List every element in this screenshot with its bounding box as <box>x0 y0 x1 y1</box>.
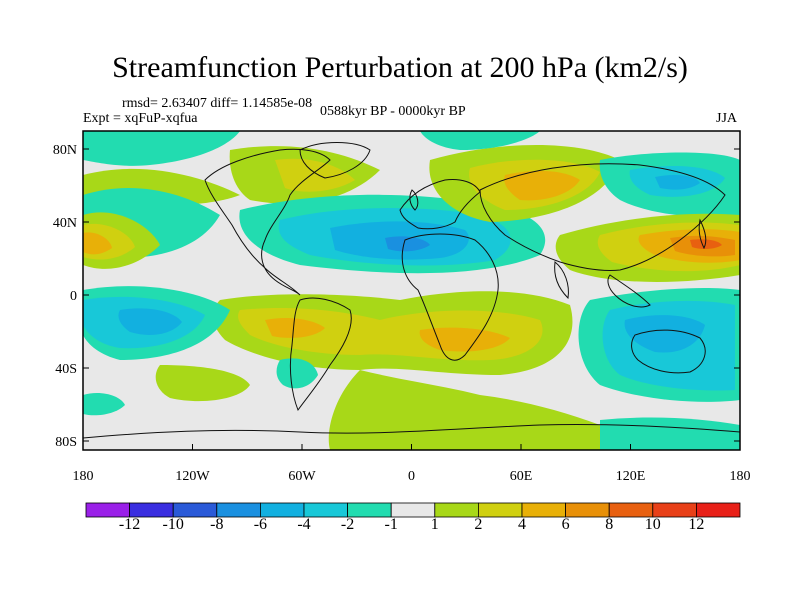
colorbar-swatch <box>347 502 392 518</box>
lon-tick-label: 60E <box>510 469 533 484</box>
colorbar-label: 10 <box>644 516 661 533</box>
season-label: JJA <box>716 111 738 126</box>
colorbar-label: 12 <box>688 516 705 533</box>
colorbar-swatch <box>608 502 654 518</box>
experiment-label: Expt = xqFuP-xqfua <box>83 111 198 126</box>
lon-axis: 180 120W 60W 0 60E 120E 180 <box>73 444 751 484</box>
colorbar-label: -4 <box>297 516 311 533</box>
lat-axis: 80N 40N 0 40S 80S <box>53 143 740 450</box>
lat-tick-label: 40S <box>55 362 77 377</box>
field-patagonia-teal <box>276 358 318 389</box>
colorbar-swatch <box>216 502 261 518</box>
lat-tick-label: 80N <box>53 143 77 158</box>
colorbar-swatch <box>696 502 741 518</box>
colorbar-label: 1 <box>430 516 439 533</box>
field-sa-orange <box>265 317 325 338</box>
lon-tick-label: 180 <box>730 469 751 484</box>
colorbar-swatch <box>85 502 130 518</box>
coastlines <box>83 142 740 439</box>
coast-europe <box>399 179 481 230</box>
coast-greenland <box>299 142 371 179</box>
field-south-pacific-blue <box>118 308 182 335</box>
colorbar-label: -8 <box>210 516 224 533</box>
coast-asia <box>479 163 726 271</box>
coast-uk <box>409 189 419 211</box>
lat-tick-label: 0 <box>70 289 77 304</box>
coast-se-asia <box>607 274 651 308</box>
colorbar-label: 8 <box>605 516 614 533</box>
lon-tick-label: 0 <box>408 469 415 484</box>
colorbar-swatch <box>172 502 218 518</box>
field-australia-blue <box>624 315 705 353</box>
colorbar-label: -6 <box>253 516 268 533</box>
field-southern-green <box>328 370 600 450</box>
coast-antarctica <box>83 424 740 439</box>
field-east-pacific-high-max <box>83 232 112 255</box>
colorbar-swatch <box>434 502 479 518</box>
colorbar-swatch <box>477 502 523 518</box>
lat-tick-label: 80S <box>55 435 77 450</box>
colorbar-label: 4 <box>518 516 526 533</box>
lon-tick-label: 180 <box>73 469 94 484</box>
colorbar-label: -1 <box>384 516 398 533</box>
field-tropics-orange <box>419 327 510 352</box>
colorbar-label: -12 <box>118 516 141 533</box>
coast-japan <box>698 218 707 250</box>
stats-text: rmsd= 2.63407 diff= 1.14585e-08 <box>122 96 313 111</box>
field-china-max <box>690 239 722 250</box>
colorbar-label: 6 <box>561 516 570 533</box>
colorbar-swatch <box>652 502 697 518</box>
field-siberia-blue <box>655 175 700 190</box>
colorbar-swatch <box>390 502 436 518</box>
field-europe-orange <box>504 170 580 201</box>
lon-tick-label: 60W <box>288 469 316 484</box>
field-southern-teal <box>600 417 740 450</box>
colorbar-swatch <box>565 502 610 518</box>
field-north-pole-teal <box>83 131 240 166</box>
colorbar-swatch <box>303 502 348 518</box>
coast-africa <box>401 233 499 361</box>
field-atlantic-core <box>385 236 430 252</box>
field-na-green-core <box>275 158 355 192</box>
coast-india <box>554 261 569 300</box>
lon-tick-label: 120E <box>616 469 646 484</box>
colorbar-label: -2 <box>340 516 355 533</box>
coast-north-america <box>204 148 331 296</box>
colorbar-label: 2 <box>474 516 483 533</box>
map-field <box>83 131 740 450</box>
coast-australia <box>631 329 706 374</box>
period-label: 0588kyr BP - 0000kyr BP <box>320 104 466 119</box>
field-sw-teal <box>83 393 125 416</box>
colorbar <box>85 502 741 518</box>
field-arctic-teal <box>420 131 540 150</box>
coast-south-america <box>289 297 352 412</box>
colorbar-swatch <box>521 502 566 518</box>
lon-tick-label: 120W <box>175 469 210 484</box>
field-southern-green-west <box>155 365 250 402</box>
colorbar-swatch <box>129 502 174 518</box>
colorbar-label: -10 <box>162 516 184 533</box>
plot-title: Streamfunction Perturbation at 200 hPa (… <box>112 51 688 84</box>
colorbar-swatch <box>259 502 305 518</box>
lat-tick-label: 40N <box>53 216 77 231</box>
